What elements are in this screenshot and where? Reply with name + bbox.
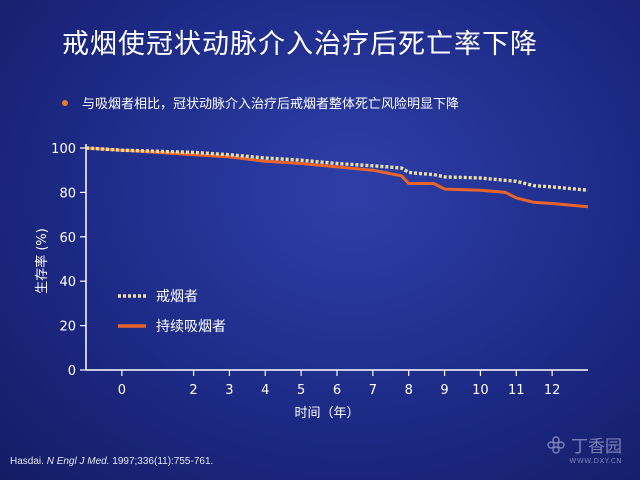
- watermark-name: 丁香园: [571, 437, 622, 457]
- x-tick-label: 2: [189, 383, 197, 398]
- citation-author: Hasdai.: [10, 456, 44, 467]
- y-axis-label: 生存率 (%): [34, 228, 50, 294]
- x-tick-label: 12: [544, 383, 561, 398]
- bullet-text: 与吸烟者相比，冠状动脉介入治疗后戒烟者整体死亡风险明显下降: [82, 97, 460, 112]
- x-tick-label: 9: [440, 383, 448, 398]
- slide-title: 戒烟使冠状动脉介入治疗后死亡率下降: [62, 29, 538, 60]
- x-tick-label: 0: [118, 383, 126, 398]
- clove-flower-icon: [547, 435, 565, 454]
- series-line-quit: [85, 146, 589, 192]
- legend-label-smoke: 持续吸烟者: [156, 318, 226, 335]
- x-tick-label: 3: [225, 383, 233, 398]
- x-tick-label: 6: [333, 383, 341, 398]
- x-tick-label: 4: [261, 383, 269, 398]
- bullet-dot-icon: [62, 99, 68, 106]
- x-tick-label: 7: [369, 383, 377, 398]
- y-tick-label: 40: [59, 275, 76, 290]
- y-tick-label: 60: [59, 231, 76, 246]
- x-tick-label: 8: [405, 383, 413, 398]
- legend-label-quit: 戒烟者: [156, 289, 198, 305]
- watermark-logo: 丁香园 WWW.DXY.CN: [545, 432, 622, 465]
- x-axis-label: 时间（年）: [294, 406, 359, 421]
- bullet-item: 与吸烟者相比，冠状动脉介入治疗后戒烟者整体死亡风险明显下降: [62, 93, 459, 112]
- citation: Hasdai. N Engl J Med. 1997;336(11):755-7…: [10, 456, 213, 467]
- y-tick-label: 20: [59, 320, 76, 335]
- y-tick-label: 0: [68, 364, 76, 379]
- x-tick-label: 5: [297, 383, 305, 398]
- watermark-url: WWW.DXY.CN: [569, 457, 622, 465]
- citation-ref: 1997;336(11):755-761.: [112, 456, 214, 467]
- y-tick-label: 80: [59, 186, 76, 201]
- x-tick-label: 10: [472, 383, 489, 398]
- series-line-smoke: [85, 146, 589, 209]
- y-tick-label: 100: [51, 142, 76, 157]
- x-tick-label: 11: [508, 383, 525, 398]
- citation-journal: N Engl J Med.: [46, 456, 110, 467]
